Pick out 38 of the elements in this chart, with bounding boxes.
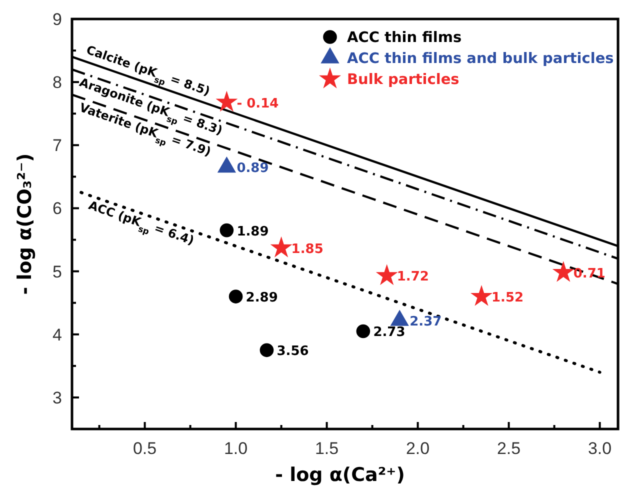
annotation: 1.72 (396, 270, 429, 285)
y-tick-label: 6 (52, 199, 62, 218)
y-tick-label: 8 (52, 73, 62, 92)
y-tick-label: 9 (52, 10, 62, 29)
y-tick-label: 3 (52, 388, 62, 408)
x-tick-label: 2.5 (496, 439, 521, 458)
point (228, 290, 243, 304)
x-tick-label: 2.0 (406, 439, 430, 458)
point (260, 343, 274, 358)
y-tick-label: 5 (52, 262, 62, 282)
point (270, 236, 292, 258)
annotation: 1.89 (236, 224, 269, 240)
point (470, 284, 492, 306)
x-axis-title: - log α(Ca²⁺) (275, 464, 405, 486)
y-axis-title: - log α(CO₃²⁻) (14, 153, 36, 295)
y-tick-label: 7 (52, 136, 62, 156)
x-tick-label: 3.0 (588, 439, 612, 458)
point (376, 264, 398, 286)
annotation: 0.89 (236, 161, 269, 176)
x-tick-label: 1.0 (224, 439, 248, 458)
annotation: 2.37 (410, 314, 442, 330)
point (356, 324, 370, 338)
annotation: 1.85 (291, 242, 324, 257)
annotation: - 0.14 (236, 96, 279, 112)
point (216, 90, 238, 112)
point (220, 223, 234, 238)
legend-label: Bulk particles (347, 72, 460, 88)
annotation: 2.89 (246, 290, 278, 306)
annotation: 1.52 (492, 290, 524, 306)
y-tick-label: 4 (52, 325, 62, 344)
legend-label: ACC thin films (347, 30, 462, 46)
annotation: 3.56 (276, 344, 309, 360)
legend-label: ACC thin films and bulk particles (347, 51, 614, 67)
x-tick-label: 0.5 (132, 439, 157, 458)
annotation: 2.73 (373, 325, 406, 340)
point (217, 156, 236, 173)
x-tick-label: 1.5 (314, 439, 339, 458)
point (552, 261, 574, 282)
